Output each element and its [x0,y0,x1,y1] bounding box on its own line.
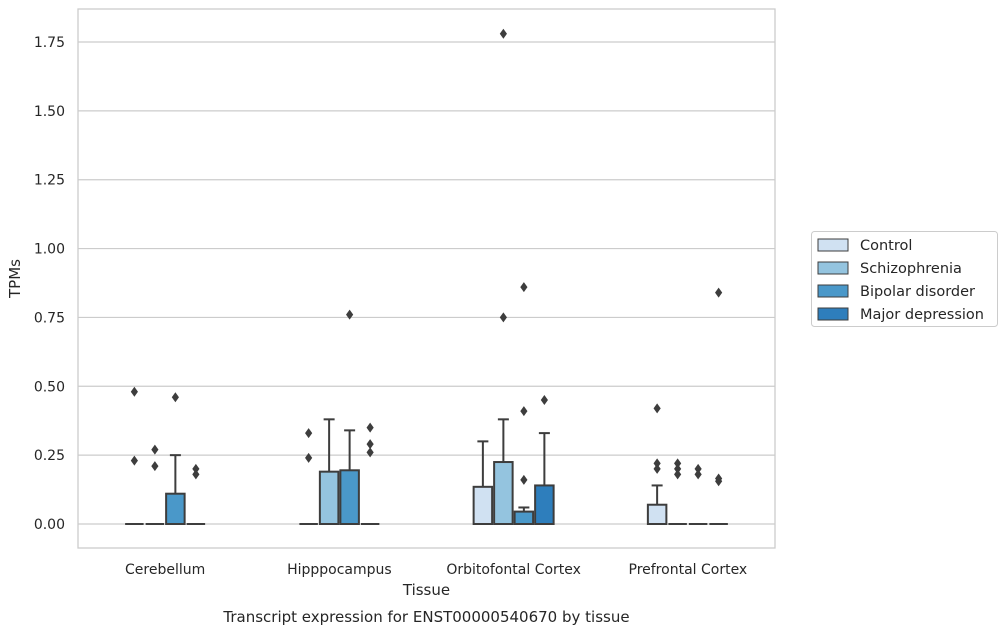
outlier-point [151,461,159,472]
x-axis-label: Tissue [402,581,450,599]
legend-label: Control [860,238,912,254]
box-body [646,503,668,526]
x-tick-label: Cerebellum [125,562,205,578]
outlier-point [674,463,682,474]
box-body [472,485,494,525]
outlier-point [366,447,374,458]
y-tick-label: 0.00 [34,517,65,533]
outlier-point [366,422,374,433]
plot-frame [77,8,776,549]
box-major-depression [360,422,380,525]
box-bipolar-disorder [165,392,186,525]
box-body [513,510,535,525]
x-tick-label: Hipppocampus [287,562,392,578]
box-bipolar-disorder [339,309,360,526]
x-tick-labels: Cerebellum Hipppocampus Orbitofontal Corte… [125,562,747,578]
outlier-point [130,455,138,466]
outlier-point [694,463,702,474]
outlier-point [151,444,159,455]
box-body [339,469,360,526]
x-tick-label: Orbitofontal Cortex [446,562,581,578]
outlier-point [499,312,507,323]
y-tick-label: 1.75 [34,35,65,51]
outlier-point [715,476,723,487]
box-body [493,461,514,525]
y-tick-label: 1.25 [34,173,65,189]
box-bipolar-disorder [688,463,708,525]
outlier-point [674,458,682,469]
y-tick-label: 1.50 [34,104,65,120]
outlier-point [192,463,200,474]
box-major-depression [186,463,206,525]
y-tick-labels: 0.00 0.25 0.50 0.75 1.00 1.25 1.50 1.75 [34,35,65,533]
outlier-point [674,469,682,480]
outlier-point [694,469,702,480]
box-schizophrenia [145,444,165,525]
legend: Control Schizophrenia Bipolar disorder Majo… [811,231,998,327]
outlier-point [715,287,723,298]
box-body [165,492,186,525]
box-bipolar-disorder [513,282,535,525]
box-control [299,428,318,525]
legend-frame [811,231,998,327]
outlier-point [653,463,661,474]
y-tick-label: 0.50 [34,379,65,395]
y-tick-label: 1.00 [34,242,65,258]
y-tick-label: 0.25 [34,448,65,464]
outlier-point [305,428,313,439]
box-schizophrenia [493,28,514,525]
outlier-point [305,452,313,463]
outlier-point [520,406,528,417]
legend-swatch [817,284,849,298]
legend-swatch [817,307,849,321]
box-schizophrenia [318,418,340,526]
outlier-point [366,439,374,450]
outlier-point [653,403,661,414]
outlier-point [346,309,354,320]
legend-swatch [817,261,849,275]
legend-swatch [817,238,849,252]
y-tick-label: 0.75 [34,310,65,326]
outlier-point [171,392,179,403]
gridlines [78,41,775,525]
legend-label: Bipolar disorder [860,284,975,300]
boxes-layer [125,28,728,526]
outlier-point [192,469,200,480]
box-major-depression [709,287,728,525]
outlier-point [540,395,548,406]
outlier-point [653,458,661,469]
legend-label: Schizophrenia [860,261,962,277]
outlier-point [520,474,528,485]
box-major-depression [534,395,555,526]
box-schizophrenia [668,458,687,525]
box-control [646,403,668,526]
chart-title: Transcript expression for ENST0000054067… [222,608,629,626]
box-control [472,440,494,525]
outlier-point [520,282,528,293]
box-control [125,386,144,525]
outlier-point [130,386,138,397]
outlier-point [499,28,507,39]
box-body [318,470,340,526]
x-tick-label: Prefrontal Cortex [629,562,748,578]
y-axis-label: TPMs [6,259,24,299]
box-body [534,484,555,526]
legend-label: Major depression [860,307,984,323]
